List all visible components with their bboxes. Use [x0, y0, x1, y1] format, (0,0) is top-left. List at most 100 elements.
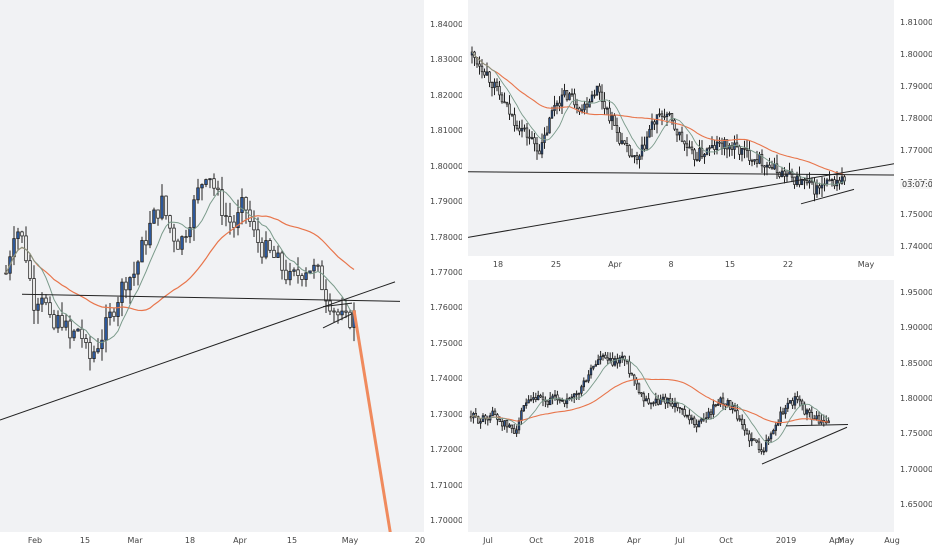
candle-body	[20, 231, 24, 237]
top-right-chart-plot[interactable]	[468, 0, 894, 256]
candle-body	[528, 136, 531, 139]
candle-body	[770, 167, 774, 170]
candle-body	[798, 398, 802, 402]
candle-body	[505, 101, 509, 105]
candle-body	[508, 103, 511, 115]
left-price-axis[interactable]: 1.84000 1.83000 1.82000 1.81000 1.80000 1.790…	[424, 0, 464, 532]
candle-body	[678, 407, 682, 409]
candle-body	[570, 396, 574, 399]
candle-body	[28, 260, 32, 279]
candle-body	[695, 159, 699, 162]
candle-body	[772, 430, 775, 435]
candle-body	[748, 433, 751, 442]
candle-body	[582, 380, 586, 388]
price-tick-label: 1.72000	[430, 445, 464, 455]
candle-body	[718, 141, 721, 144]
candle-body	[589, 367, 593, 376]
candle-body	[720, 142, 724, 149]
bottom-right-chart-plot[interactable]	[468, 280, 894, 532]
candle-body	[268, 240, 272, 251]
candle-body	[616, 358, 619, 364]
candle-body	[527, 399, 530, 404]
left-time-axis[interactable]: Feb 15 Mar 18 Apr 15 May 20	[0, 532, 462, 550]
candle-body	[647, 398, 650, 404]
candle-body	[587, 374, 590, 382]
top-right-price-axis[interactable]: 1.810001.800001.790001.780001.770001.760…	[894, 0, 932, 256]
price-tick-label: 1.84000	[430, 20, 464, 29]
candle-body	[308, 270, 312, 274]
price-tick-label: 1.85000	[900, 358, 932, 368]
candle-body	[685, 414, 689, 417]
candle-body	[800, 400, 804, 405]
candle-body	[730, 145, 734, 150]
candle-body	[680, 131, 684, 142]
candle-body	[805, 180, 809, 184]
bottom-right-time-axis[interactable]: Jul Oct 2018 Apr Jul Oct 2019 Apr May Aug	[468, 532, 932, 550]
countdown-label: 03:07:08	[900, 180, 932, 189]
candle-body	[515, 429, 518, 434]
rising-trendline	[761, 426, 848, 465]
bottom-right-chart-pane[interactable]	[468, 280, 894, 532]
time-tick-label: Mar	[127, 536, 143, 545]
candle-body	[738, 418, 742, 421]
pane-divider-horizontal[interactable]	[468, 274, 932, 280]
wedge-upper-line	[322, 302, 353, 308]
candle-body	[613, 358, 617, 366]
candle-body	[735, 142, 739, 147]
pane-divider-vertical[interactable]	[462, 0, 468, 550]
candle-body	[486, 418, 490, 421]
candle-body	[750, 438, 754, 442]
candle-body	[533, 137, 536, 145]
candle-body	[538, 150, 541, 155]
candle-body	[712, 404, 715, 415]
candle-body	[637, 383, 641, 393]
candle-body	[583, 103, 586, 111]
candle-body	[36, 303, 40, 311]
candle-body	[763, 165, 766, 168]
bottom-right-price-axis[interactable]: 1.95000 1.90000 1.85000 1.80000 1.75000 1.700…	[894, 280, 932, 532]
candle-body	[628, 145, 631, 157]
candle-body	[736, 410, 739, 420]
rising-trendline	[468, 163, 894, 238]
candles	[469, 350, 830, 456]
candle-body	[543, 134, 546, 143]
candle-body	[104, 317, 108, 341]
rising-trendline	[0, 281, 396, 421]
candle-body	[608, 357, 612, 361]
candle-body	[344, 310, 348, 313]
candle-body	[710, 145, 714, 149]
candle-body	[304, 272, 308, 280]
candle-body	[204, 179, 208, 185]
candle-body	[692, 417, 696, 425]
candle-body	[180, 236, 184, 250]
time-tick-label: May	[341, 536, 359, 545]
candle-body	[548, 117, 551, 134]
top-right-chart-pane[interactable]	[468, 0, 894, 256]
left-chart-plot[interactable]	[0, 0, 424, 532]
candle-body	[656, 398, 660, 405]
candle-body	[565, 398, 569, 405]
price-tick-label: 1.75000	[430, 338, 464, 348]
candle-body	[762, 450, 766, 453]
candle-body	[610, 115, 614, 122]
candle-body	[498, 86, 501, 96]
candle-body	[535, 143, 539, 152]
time-tick-label: May	[837, 536, 855, 545]
candle-body	[665, 113, 669, 117]
candle-body	[513, 114, 516, 126]
top-right-time-axis[interactable]: 18 25 Apr 8 15 22 May	[468, 256, 932, 274]
candle-body	[518, 127, 521, 132]
candle-body	[132, 273, 136, 278]
candle-body	[212, 178, 216, 189]
candle-body	[88, 342, 92, 360]
left-chart-pane[interactable]	[0, 0, 424, 532]
candle-body	[40, 297, 44, 305]
candle-body	[510, 424, 514, 429]
price-tick-label: 1.75000	[900, 210, 932, 219]
candle-body	[638, 155, 641, 161]
candle-body	[80, 328, 84, 339]
candle-body	[661, 396, 665, 400]
candle-body	[815, 185, 819, 195]
candle-body	[779, 411, 782, 424]
time-tick-label: Jul	[483, 536, 493, 545]
